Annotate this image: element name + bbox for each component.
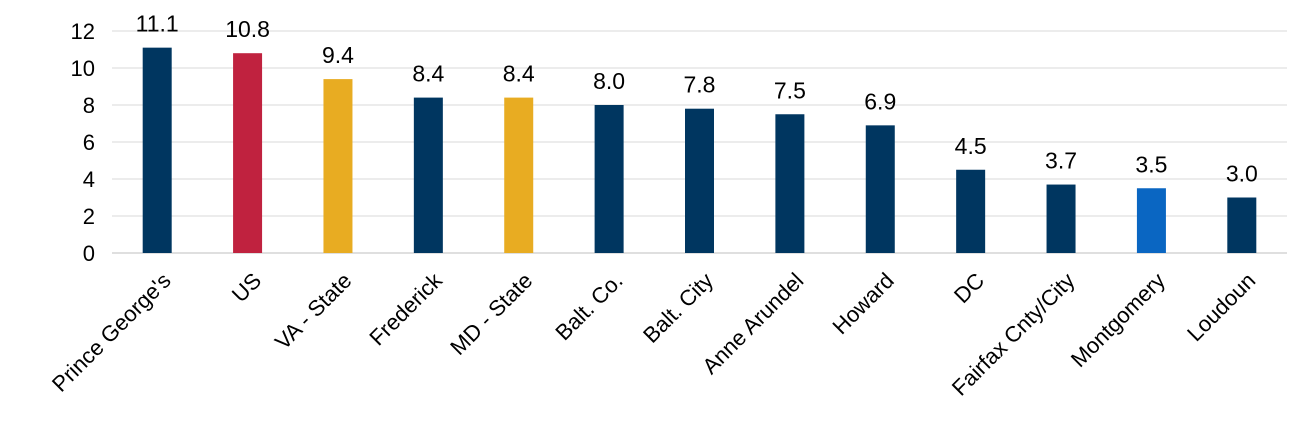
data-label: 4.5 (955, 133, 987, 159)
category-label: Frederick (364, 267, 447, 350)
bar (1227, 197, 1257, 253)
y-tick-label: 0 (83, 241, 95, 266)
y-axis-ticks: 0 2 4 6 8 10 12 (71, 19, 95, 266)
bar (142, 47, 172, 254)
bar (504, 97, 534, 253)
category-label: Loudoun (1182, 268, 1260, 346)
data-label: 7.8 (684, 72, 716, 98)
data-label: 6.9 (864, 88, 896, 114)
y-tick-label: 2 (83, 204, 95, 229)
data-label: 7.5 (774, 77, 806, 103)
bar (323, 79, 353, 253)
bar (413, 97, 443, 253)
bar (1046, 184, 1076, 253)
data-label: 10.8 (225, 16, 270, 42)
y-tick-label: 8 (83, 93, 95, 118)
data-label: 8.0 (593, 68, 625, 94)
category-label: Balt. Co. (550, 268, 627, 345)
bar (1136, 188, 1166, 253)
y-tick-label: 10 (71, 56, 95, 81)
data-label: 3.0 (1226, 161, 1258, 187)
data-label: 11.1 (136, 11, 179, 37)
data-label: 8.4 (503, 61, 535, 87)
category-label: US (227, 268, 266, 307)
category-label: Howard (828, 268, 899, 339)
bar (594, 105, 624, 253)
bar (233, 53, 263, 254)
bar (865, 125, 895, 253)
bar (685, 108, 714, 253)
category-label: MD - State (445, 268, 537, 360)
y-tick-label: 12 (71, 19, 95, 44)
category-label: Montgomery (1066, 268, 1170, 372)
data-label: 8.4 (412, 61, 444, 87)
category-label: DC (949, 268, 989, 308)
y-tick-label: 6 (83, 130, 95, 155)
data-label: 3.5 (1135, 151, 1167, 177)
y-tick-label: 4 (83, 167, 95, 192)
bar (775, 114, 805, 253)
data-labels: 11.1 10.8 9.4 8.4 8.4 8.0 7.8 7.5 6.9 4.5 3.7 3.5 3.… (136, 11, 1258, 187)
data-label: 3.7 (1045, 148, 1077, 174)
category-label: Balt. City (638, 268, 718, 348)
bar (956, 169, 986, 253)
category-label: Prince George's (47, 268, 176, 397)
category-label: VA - State (270, 268, 357, 355)
bars (142, 47, 1257, 254)
data-label: 9.4 (322, 42, 354, 68)
